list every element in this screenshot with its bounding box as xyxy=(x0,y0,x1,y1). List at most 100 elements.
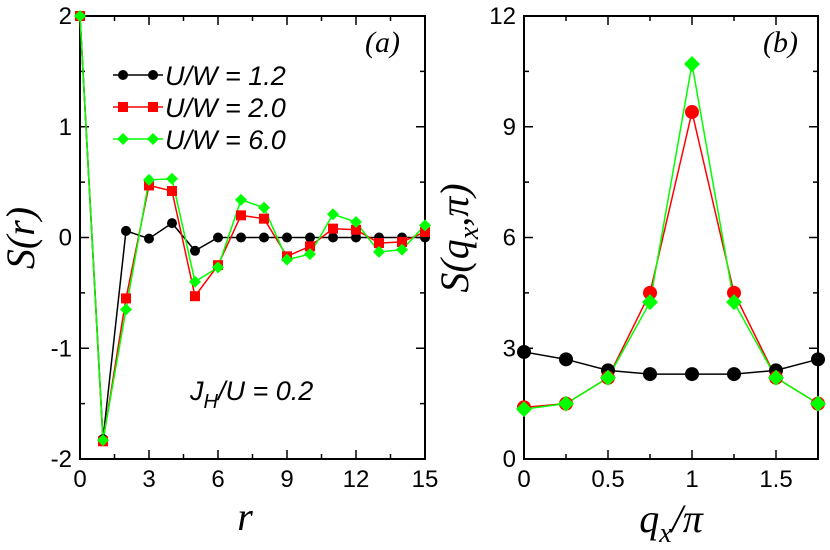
panel-b-series-1-point xyxy=(517,344,531,359)
legend-marker-1b xyxy=(148,70,158,80)
panel-a-series-3-point xyxy=(166,172,178,185)
panel-a-series-1-point xyxy=(213,232,223,243)
panel-a-y-tick-label: -2 xyxy=(51,446,72,473)
panel-a-series-1-point xyxy=(305,232,315,243)
panel-b-series-3-point xyxy=(642,294,658,311)
panel-b-y-tick-label: 0 xyxy=(503,446,516,473)
legend-marker-2 xyxy=(118,102,128,112)
panel-b-x-axis-label: qx/π xyxy=(639,496,704,549)
panel-a-series-3-point xyxy=(235,193,247,206)
panel-b-series-3-point xyxy=(558,395,574,412)
panel-b-x-tick-label: 0.5 xyxy=(591,466,624,493)
panel-a-series-1-point xyxy=(259,232,269,243)
panel-a-series-1-point xyxy=(167,218,177,229)
panel-b-markers xyxy=(516,55,826,418)
panel-a-series-3-point xyxy=(97,434,109,447)
panel-a-markers xyxy=(74,10,431,447)
panel-a-series-2-point xyxy=(259,213,269,224)
panel-b-y-tick-label: 12 xyxy=(489,3,516,30)
panel-b-series-1-point xyxy=(685,367,699,382)
panel-b-series-line-1 xyxy=(523,351,819,375)
panel-b-y-axis-label: S(qx,π) xyxy=(432,183,485,292)
panel-b-x-tick-label: 0 xyxy=(517,466,530,493)
panel-b-series-line-3 xyxy=(523,63,819,410)
panel-b-ticks: 0 0.5 1 1.5 0 3 6 9 12 xyxy=(489,3,818,493)
panel-a-series-3-point xyxy=(373,245,385,258)
legend-item-3: U/W = 6.0 xyxy=(113,125,286,155)
panel-a-series-3-point xyxy=(74,10,86,22)
panel-b-lines xyxy=(523,63,819,410)
panel-b-series-3-point xyxy=(600,369,616,386)
legend-marker-2b xyxy=(148,102,158,112)
panel-b-series-3-point xyxy=(684,55,700,72)
panel-b-x-tick-label: 1 xyxy=(685,466,698,493)
legend-marker-3 xyxy=(117,133,129,145)
panel-b-y-tick-label: 9 xyxy=(503,114,516,141)
panel-a-series-2-point xyxy=(121,293,131,304)
xlabel-rest: /π xyxy=(670,496,704,541)
panel-a-series-3-point xyxy=(212,261,224,274)
panel-a-series-2-point xyxy=(305,241,315,252)
panel-a-annotation: JH/U = 0.2 xyxy=(189,376,313,413)
panel-a-series-line-3 xyxy=(79,15,426,441)
panel-b-series-1-point xyxy=(811,352,825,367)
panel-a-series-2-point xyxy=(351,224,361,235)
panel-b-series-2-point xyxy=(727,285,741,300)
panel-a-series-1-point xyxy=(282,232,292,243)
panel-a-series-2-point xyxy=(374,238,384,249)
panel-b-series-1-point xyxy=(559,352,573,367)
panel-a-x-tick-label: 3 xyxy=(142,466,155,493)
xlabel-sub: x xyxy=(658,518,672,549)
panel-a-y-tick-label: 2 xyxy=(59,3,72,30)
xlabel-main: q xyxy=(639,496,659,541)
ylabel-sub: x xyxy=(454,226,485,240)
panel-a-series-3-point xyxy=(143,173,155,186)
panel-a-lines xyxy=(79,15,426,442)
panel-a-series-1-point xyxy=(121,225,131,236)
panel-a-series-2-point xyxy=(397,236,407,247)
panel-a-series-3-point xyxy=(189,275,201,288)
legend: U/W = 1.2 U/W = 2.0 U/W = 6.0 xyxy=(113,61,286,155)
panel-a-x-tick-label: 9 xyxy=(280,466,293,493)
panel-a-series-2-point xyxy=(236,210,246,221)
panel-a-series-1-point xyxy=(351,232,361,243)
panel-a-series-3-point xyxy=(120,303,132,316)
panel-a-series-1-point xyxy=(144,233,154,244)
panel-b-series-2-point xyxy=(643,285,657,300)
panel-a-series-2-point xyxy=(420,226,430,237)
legend-marker-3b xyxy=(147,133,159,145)
panel-b-series-3-point xyxy=(726,294,742,311)
panel-b-label: (b) xyxy=(763,26,798,59)
panel-a-label: (a) xyxy=(365,26,400,59)
panel-a-series-3-point xyxy=(281,253,293,266)
legend-item-2: U/W = 2.0 xyxy=(113,93,286,123)
panel-a-y-tick-label: -1 xyxy=(51,335,72,362)
legend-label-3: U/W = 6.0 xyxy=(165,125,286,155)
legend-label-1: U/W = 1.2 xyxy=(165,61,286,91)
panel-a-x-tick-label: 12 xyxy=(343,466,370,493)
panel-b-y-tick-label: 3 xyxy=(503,335,516,362)
panel-a-series-2-point xyxy=(328,223,338,234)
annotation-rest: /U = 0.2 xyxy=(216,376,313,406)
panel-a-series-3-point xyxy=(350,215,362,228)
panel-b-y-tick-label: 6 xyxy=(503,225,516,252)
panel-a-series-2-point xyxy=(167,185,177,196)
panel-a-y-tick-label: 0 xyxy=(59,225,72,252)
panel-a-series-1-point xyxy=(236,232,246,243)
panel-a-series-3-point xyxy=(304,248,316,261)
legend-marker-1 xyxy=(118,70,128,80)
panel-a-x-axis-label: r xyxy=(237,494,253,539)
panel-b-series-3-point xyxy=(768,369,784,386)
annotation-sub: H xyxy=(204,391,219,413)
panel-a-x-tick-label: 6 xyxy=(211,466,224,493)
panel-a-series-2-point xyxy=(190,291,200,302)
panel-a-y-tick-label: 1 xyxy=(59,114,72,141)
panel-a-series-1-point xyxy=(328,232,338,243)
ylabel-main: S(q xyxy=(432,239,477,292)
panel-a-series-3-point xyxy=(258,201,270,214)
panel-b-series-1-point xyxy=(727,367,741,382)
panel-b-series-1-point xyxy=(643,367,657,382)
